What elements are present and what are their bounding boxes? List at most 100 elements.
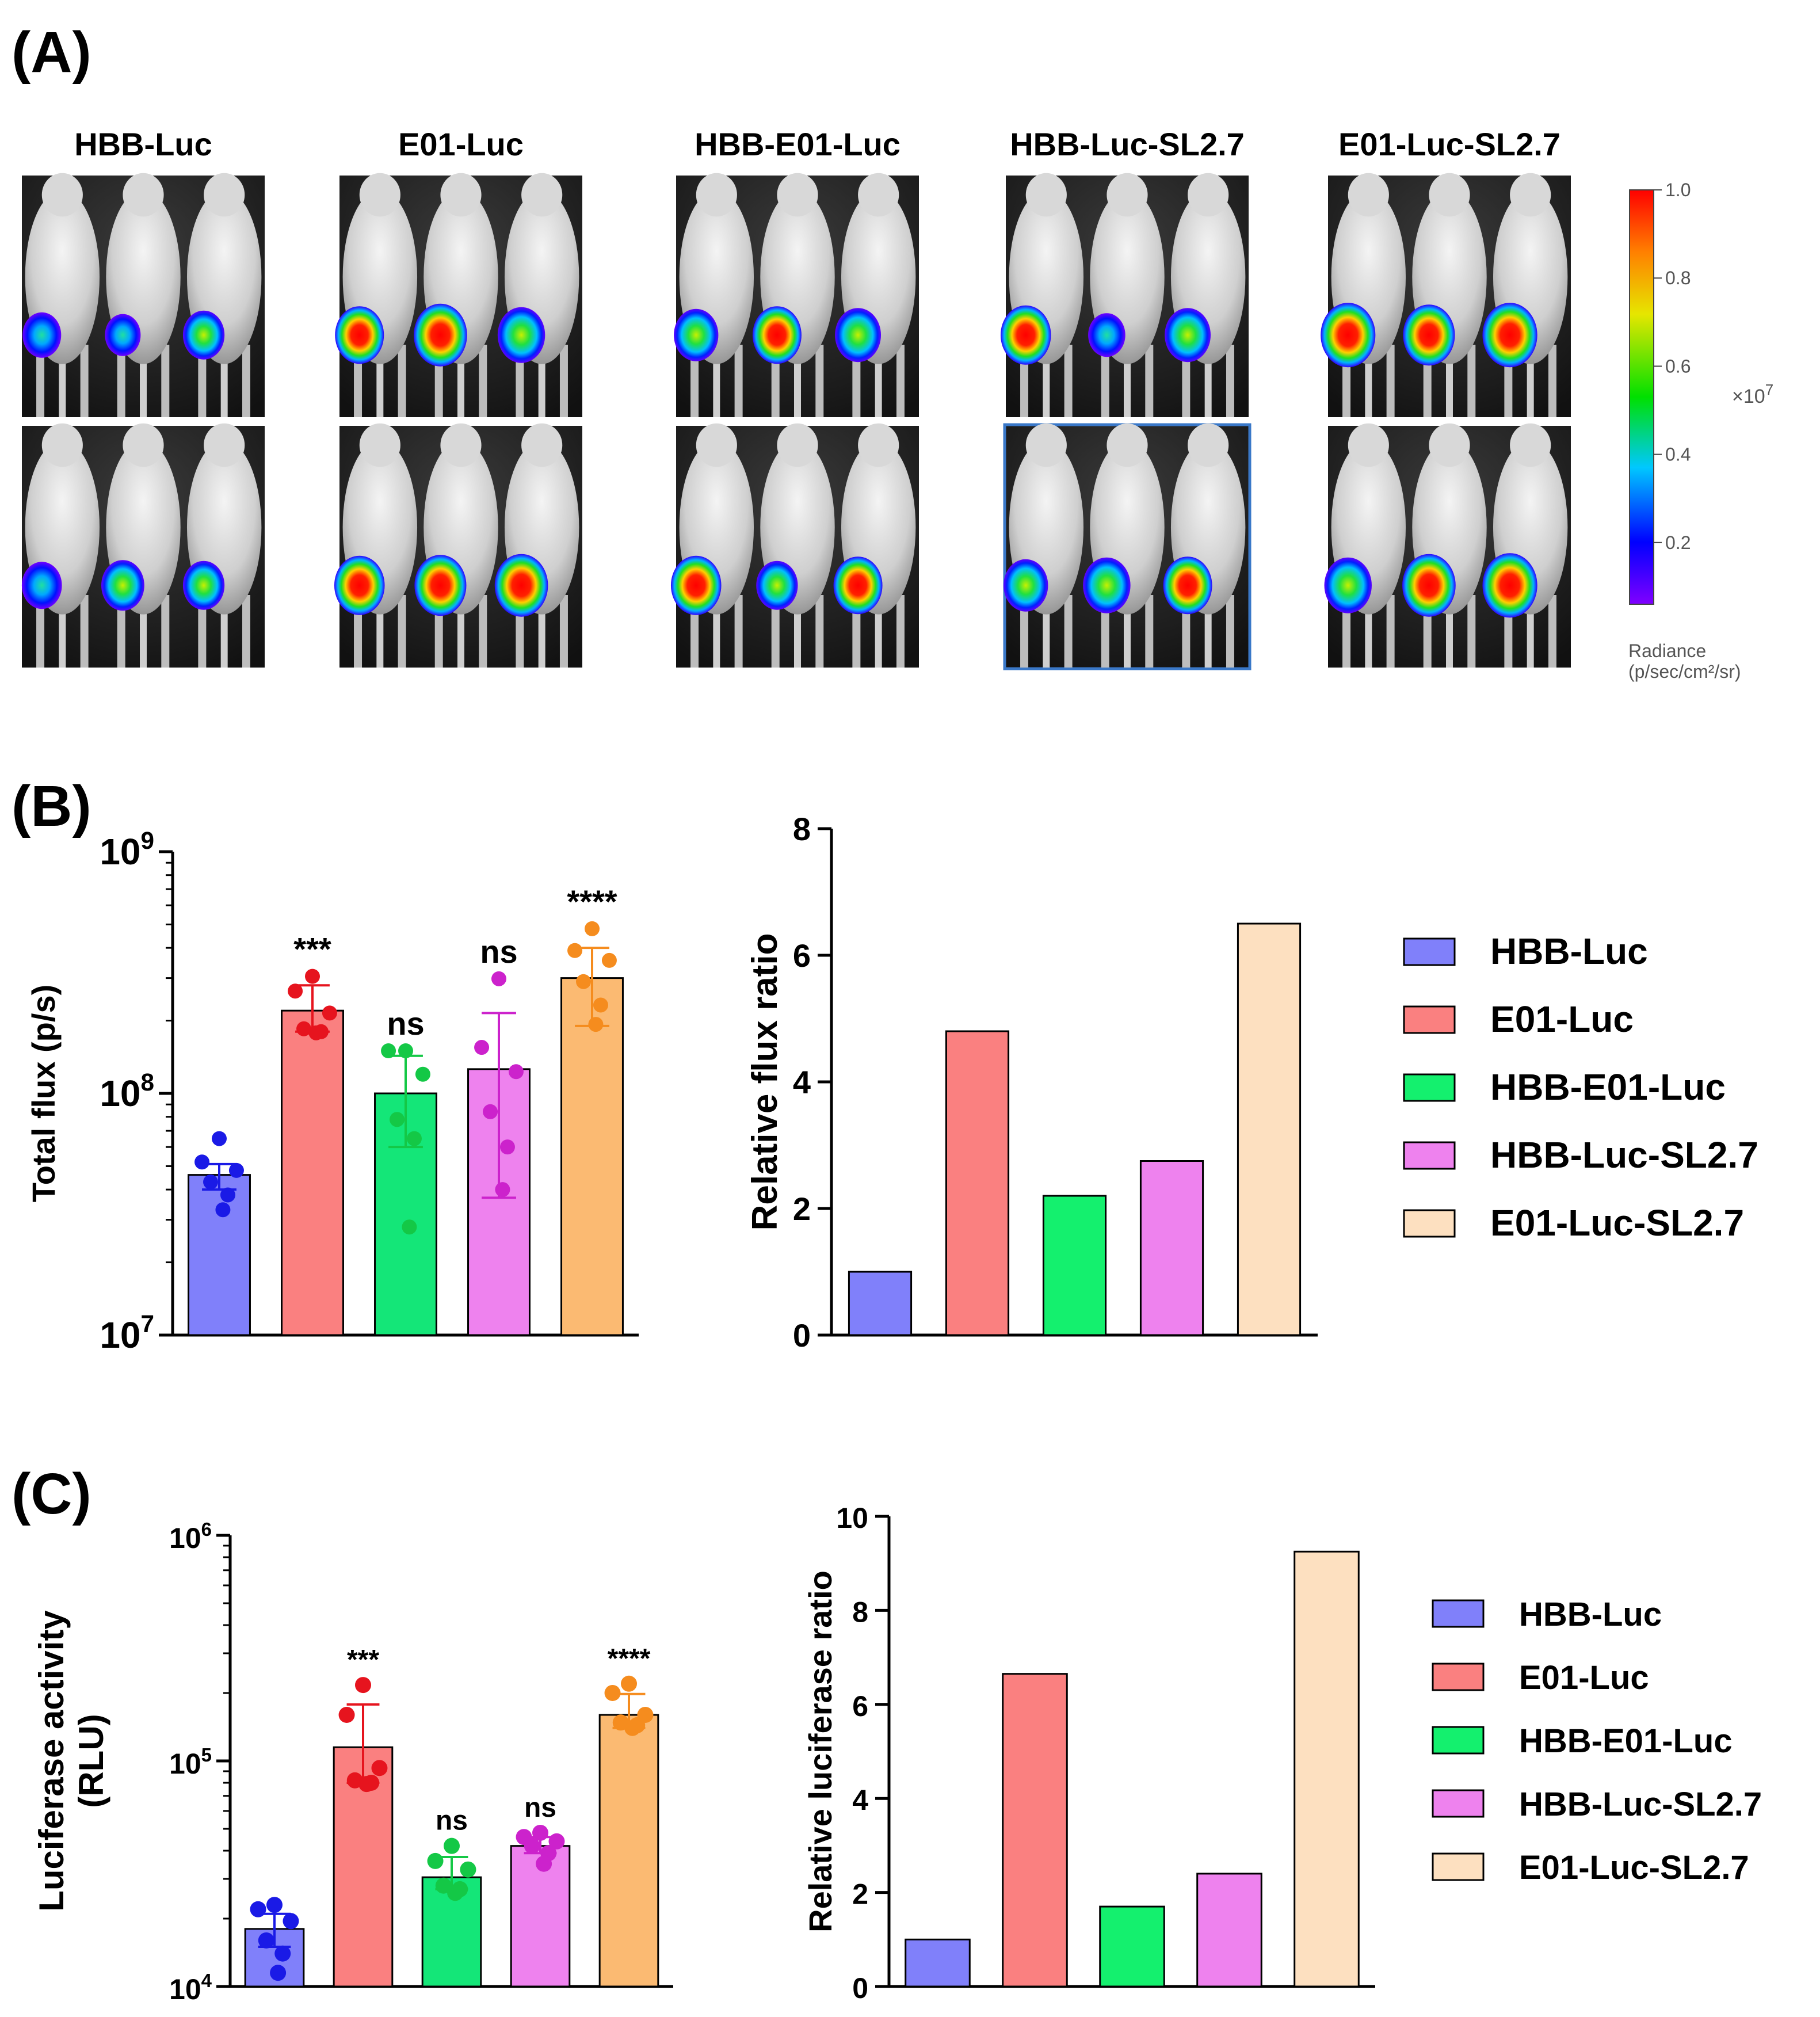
mouse-tail: [1204, 349, 1212, 417]
y-tick-label-exponent: 5: [201, 1744, 212, 1766]
y-tick-label-exponent: 9: [141, 827, 155, 854]
group-title-4: E01-Luc-SL2.7: [1338, 126, 1560, 162]
data-point: [390, 1112, 405, 1127]
colorbar-tick-label: 0.2: [1665, 532, 1691, 553]
mouse-leg: [1064, 595, 1073, 668]
y-tick-label: 0: [852, 1972, 868, 2004]
legend-swatch: [1432, 1726, 1485, 1755]
bar: [188, 1174, 251, 1336]
mouse-leg: [852, 345, 861, 417]
mouse-tail: [457, 600, 464, 668]
mouse-tail: [794, 349, 801, 417]
mouse: [1403, 173, 1487, 417]
luminescence-spot: [1321, 303, 1376, 368]
mouse: [414, 173, 498, 417]
data-point: [548, 1833, 565, 1850]
y-tick-label: 6: [793, 937, 811, 974]
radiance-colorbar: 1.0 0.8 0.6 0.4 0.2 ×107 Radiance(p/sec/cm²/sr…: [1628, 180, 1773, 682]
data-point: [270, 1965, 287, 1981]
mouse-head: [1510, 173, 1551, 217]
mouse-tail: [1446, 349, 1453, 417]
mouse-image-2-1: [670, 423, 919, 668]
colorbar-title: Radiance: [1628, 640, 1706, 661]
mouse: [1324, 423, 1406, 668]
mouse-tail: [794, 600, 801, 668]
luminescence-spot: [1482, 303, 1537, 368]
mouse-leg: [1182, 345, 1191, 417]
mouse-leg: [398, 595, 406, 668]
legend-swatch: [1403, 1141, 1456, 1170]
mouse-leg: [815, 595, 824, 668]
data-point: [274, 1945, 291, 1962]
mouse: [21, 423, 100, 668]
mouse-leg: [80, 345, 89, 417]
legend-label: HBB-Luc: [1519, 1596, 1662, 1633]
data-point: [194, 1154, 210, 1170]
luminescence-spot: [414, 303, 467, 367]
legend-label: HBB-E01-Luc: [1490, 1066, 1726, 1108]
mouse: [756, 423, 835, 668]
mouse-leg: [198, 345, 207, 417]
mouse: [101, 423, 181, 668]
luminescence-spot: [1083, 557, 1131, 613]
bar: [1294, 1550, 1360, 1988]
y-tick-label-exponent: 7: [141, 1310, 155, 1337]
mouse-head: [440, 423, 482, 467]
mouse-head: [1025, 423, 1067, 467]
data-point: [624, 1719, 641, 1736]
mouse: [674, 173, 754, 417]
legend-swatch: [1432, 1852, 1485, 1881]
luminescence-spot: [1324, 557, 1372, 613]
bar: [905, 1938, 971, 1988]
bar: [281, 1009, 344, 1336]
mouse-leg: [1548, 345, 1556, 417]
mouse: [835, 173, 916, 417]
luminescence-spot: [1165, 308, 1211, 363]
luminescence-spot: [22, 312, 62, 358]
mouse-tail: [376, 349, 384, 417]
luminescence-spot: [414, 555, 467, 616]
significance-label: ****: [567, 883, 617, 920]
mouse-image-4-0: [1321, 173, 1571, 417]
data-point: [576, 974, 592, 989]
data-point: [220, 1187, 235, 1203]
mouse-head: [41, 173, 83, 217]
mouse-tail: [59, 600, 66, 668]
mouse-tail: [457, 349, 464, 417]
mouse-leg: [1226, 595, 1234, 668]
mouse-leg: [36, 345, 45, 417]
mouse: [105, 173, 181, 417]
mouse-tail: [220, 349, 228, 417]
data-point: [415, 1066, 430, 1082]
data-point: [258, 1932, 274, 1949]
mouse-image-2-0: [674, 173, 919, 417]
mouse-leg: [896, 345, 905, 417]
mouse: [1402, 423, 1487, 668]
data-point: [474, 1040, 490, 1055]
mouse-leg: [734, 345, 743, 417]
mouse-tail: [1204, 600, 1212, 668]
mouse-tail: [713, 349, 720, 417]
luminescence-spot: [101, 560, 144, 611]
colorbar-multiplier-base: ×10: [1732, 386, 1765, 407]
mouse-head: [1510, 423, 1551, 467]
mouse-head: [777, 423, 818, 467]
mouse-tail: [1043, 600, 1050, 668]
data-point: [447, 1885, 464, 1901]
mouse-tail: [538, 349, 545, 417]
mouse-leg: [1145, 595, 1154, 668]
mouse-leg: [1226, 345, 1234, 417]
mouse-leg: [479, 345, 487, 417]
bar: [560, 977, 624, 1336]
group-title-0: HBB-Luc: [74, 126, 212, 162]
panel-label-a: (A): [12, 20, 91, 85]
y-tick-label: 10: [836, 1502, 868, 1534]
colorbar-multiplier: ×107: [1732, 381, 1773, 407]
mouse-tail: [1446, 600, 1453, 668]
y-axis-label: Total flux (p/s): [25, 985, 62, 1203]
bar: [1237, 922, 1302, 1336]
mouse-tail: [538, 600, 545, 668]
significance-label: ***: [347, 1645, 379, 1675]
